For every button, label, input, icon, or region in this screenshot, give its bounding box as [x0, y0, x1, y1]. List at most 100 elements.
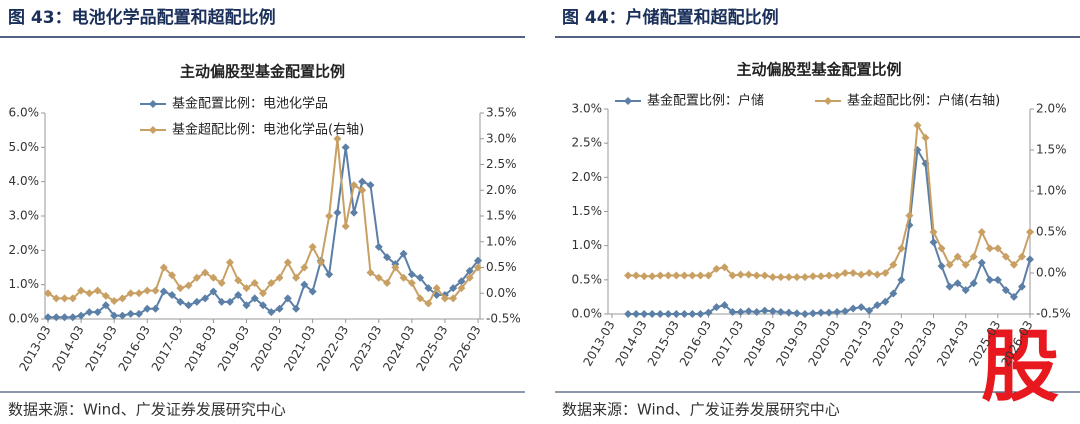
point-marker: [672, 271, 681, 280]
point-marker: [325, 270, 334, 279]
source-note: 数据来源：Wind、广发证券发展研究中心: [8, 401, 286, 419]
point-marker: [159, 263, 168, 272]
point-marker: [865, 269, 874, 277]
figure-heading: 图 43：电池化学品配置和超配比例: [8, 7, 276, 28]
y-tick-label: 0.5%: [572, 272, 603, 286]
point-marker: [391, 263, 400, 272]
point-marker: [358, 177, 367, 186]
point-marker: [696, 271, 705, 280]
point-marker: [143, 304, 152, 313]
point-marker: [234, 290, 243, 299]
point-marker: [110, 311, 119, 320]
point-marker: [283, 294, 292, 303]
point-marker: [93, 308, 102, 317]
y-tick-label: 2.5%: [572, 136, 603, 150]
x-tick-label: 2024-03: [380, 323, 417, 373]
point-marker: [242, 284, 251, 293]
point-marker: [457, 284, 466, 293]
point-marker: [333, 134, 342, 143]
point-marker: [865, 306, 874, 315]
point-marker: [1017, 282, 1026, 291]
point-marker: [366, 268, 375, 277]
point-marker: [712, 303, 721, 312]
figure-heading: 图 44：户储配置和超配比例: [562, 7, 779, 28]
point-marker: [250, 294, 259, 303]
point-marker: [792, 273, 801, 282]
source-note: 数据来源：Wind、广发证券发展研究中心: [562, 401, 840, 419]
point-marker: [449, 284, 458, 293]
point-marker: [752, 271, 761, 280]
y2-tick-label: 0.5%: [486, 260, 517, 274]
point-marker: [192, 273, 201, 282]
point-marker: [905, 211, 914, 220]
point-marker: [656, 271, 665, 280]
point-marker: [259, 301, 267, 310]
y2-tick-label: 0.5%: [1036, 225, 1067, 239]
point-marker: [680, 310, 689, 318]
point-marker: [465, 266, 474, 275]
point-marker: [192, 297, 201, 306]
legend-marker: [149, 126, 157, 134]
point-marker: [752, 307, 761, 316]
point-marker: [374, 273, 383, 282]
point-marker: [768, 307, 777, 316]
point-marker: [849, 269, 858, 277]
point-marker: [44, 313, 52, 322]
point-marker: [945, 260, 954, 269]
point-marker: [176, 297, 185, 306]
point-marker: [184, 301, 193, 310]
x-tick-label: 2021-03: [281, 323, 318, 373]
point-marker: [126, 309, 135, 318]
point-marker: [440, 294, 449, 303]
point-marker: [640, 310, 649, 318]
point-marker: [833, 271, 842, 280]
point-marker: [292, 273, 301, 282]
point-marker: [664, 271, 673, 280]
point-marker: [333, 208, 342, 217]
point-marker: [969, 279, 978, 288]
point-marker: [209, 273, 218, 282]
point-marker: [1001, 252, 1010, 261]
point-marker: [300, 280, 309, 289]
point-marker: [817, 272, 825, 281]
point-marker: [267, 308, 276, 317]
point-marker: [250, 278, 259, 287]
point-marker: [283, 258, 292, 267]
point-marker: [308, 287, 317, 296]
point-marker: [225, 258, 234, 267]
point-marker: [857, 270, 866, 279]
point-marker: [77, 311, 86, 320]
point-marker: [849, 304, 858, 313]
point-marker: [993, 244, 1002, 253]
point-marker: [159, 287, 168, 296]
point-marker: [961, 260, 970, 269]
point-marker: [624, 310, 633, 318]
point-marker: [209, 287, 218, 296]
point-marker: [93, 286, 102, 295]
point-marker: [85, 308, 94, 317]
point-marker: [921, 133, 930, 142]
point-marker: [341, 222, 350, 231]
point-marker: [760, 306, 769, 315]
y-tick-label: 6.0%: [9, 106, 40, 120]
point-marker: [792, 309, 801, 318]
point-marker: [407, 278, 416, 287]
series-line: [628, 122, 1031, 279]
point-marker: [399, 249, 408, 258]
point-marker: [85, 289, 94, 298]
y2-tick-label: -0.5%: [1036, 307, 1071, 321]
chart-title: 主动偏股型基金配置比例: [180, 63, 345, 81]
point-marker: [680, 271, 689, 280]
point-marker: [416, 273, 425, 282]
point-marker: [696, 310, 705, 318]
point-marker: [432, 284, 441, 293]
point-marker: [889, 289, 898, 298]
point-marker: [808, 272, 817, 281]
point-marker: [341, 143, 350, 152]
legend-label: 基金超配比例：户储(右轴): [847, 93, 1000, 109]
point-marker: [424, 284, 433, 293]
point-marker: [383, 278, 392, 287]
point-marker: [953, 279, 962, 288]
point-marker: [101, 301, 110, 310]
point-marker: [720, 263, 729, 272]
